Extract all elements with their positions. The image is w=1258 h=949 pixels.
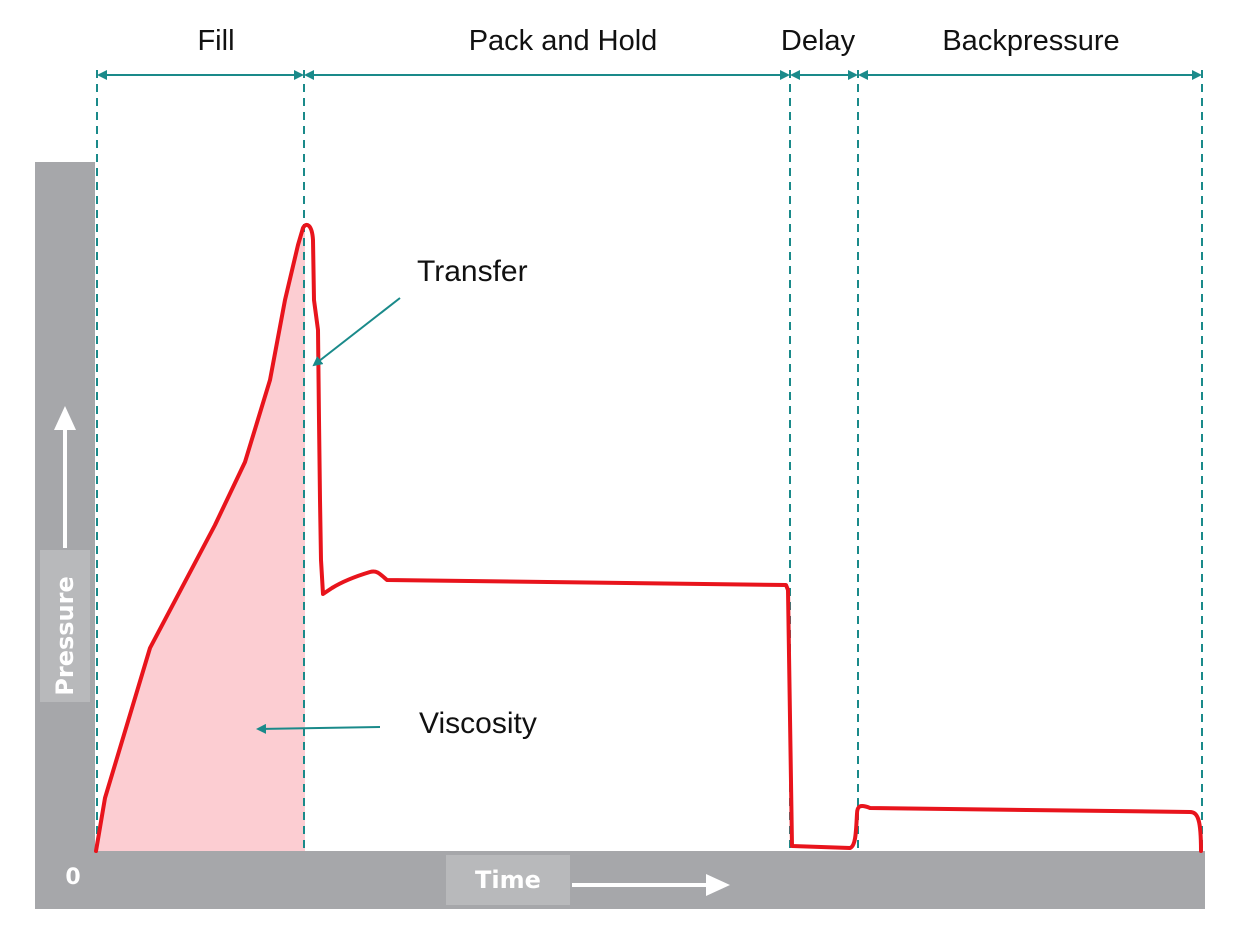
- time-label-bg: [446, 855, 570, 905]
- transfer-label: Transfer: [417, 255, 528, 288]
- phase-label-delay: Delay: [781, 25, 856, 57]
- x-axis-label: Time: [475, 866, 541, 894]
- y-axis-arrow-icon: [54, 406, 76, 548]
- x-axis-band: [35, 851, 1205, 909]
- transfer-pointer: [312, 297, 401, 367]
- x-axis-arrow-icon: [572, 874, 730, 896]
- viscosity-pointer: [256, 723, 381, 734]
- pressure-curve: [94, 222, 1203, 853]
- viscosity-area: [96, 226, 305, 851]
- pressure-label-bg: [40, 550, 90, 702]
- origin-label: 0: [65, 865, 80, 890]
- viscosity-label: Viscosity: [419, 707, 537, 740]
- y-axis-label: Pressure: [51, 576, 79, 695]
- phase-label-pack-hold: Pack and Hold: [469, 25, 658, 57]
- phase-label-backpressure: Backpressure: [942, 25, 1119, 57]
- phase-label-fill: Fill: [197, 25, 234, 57]
